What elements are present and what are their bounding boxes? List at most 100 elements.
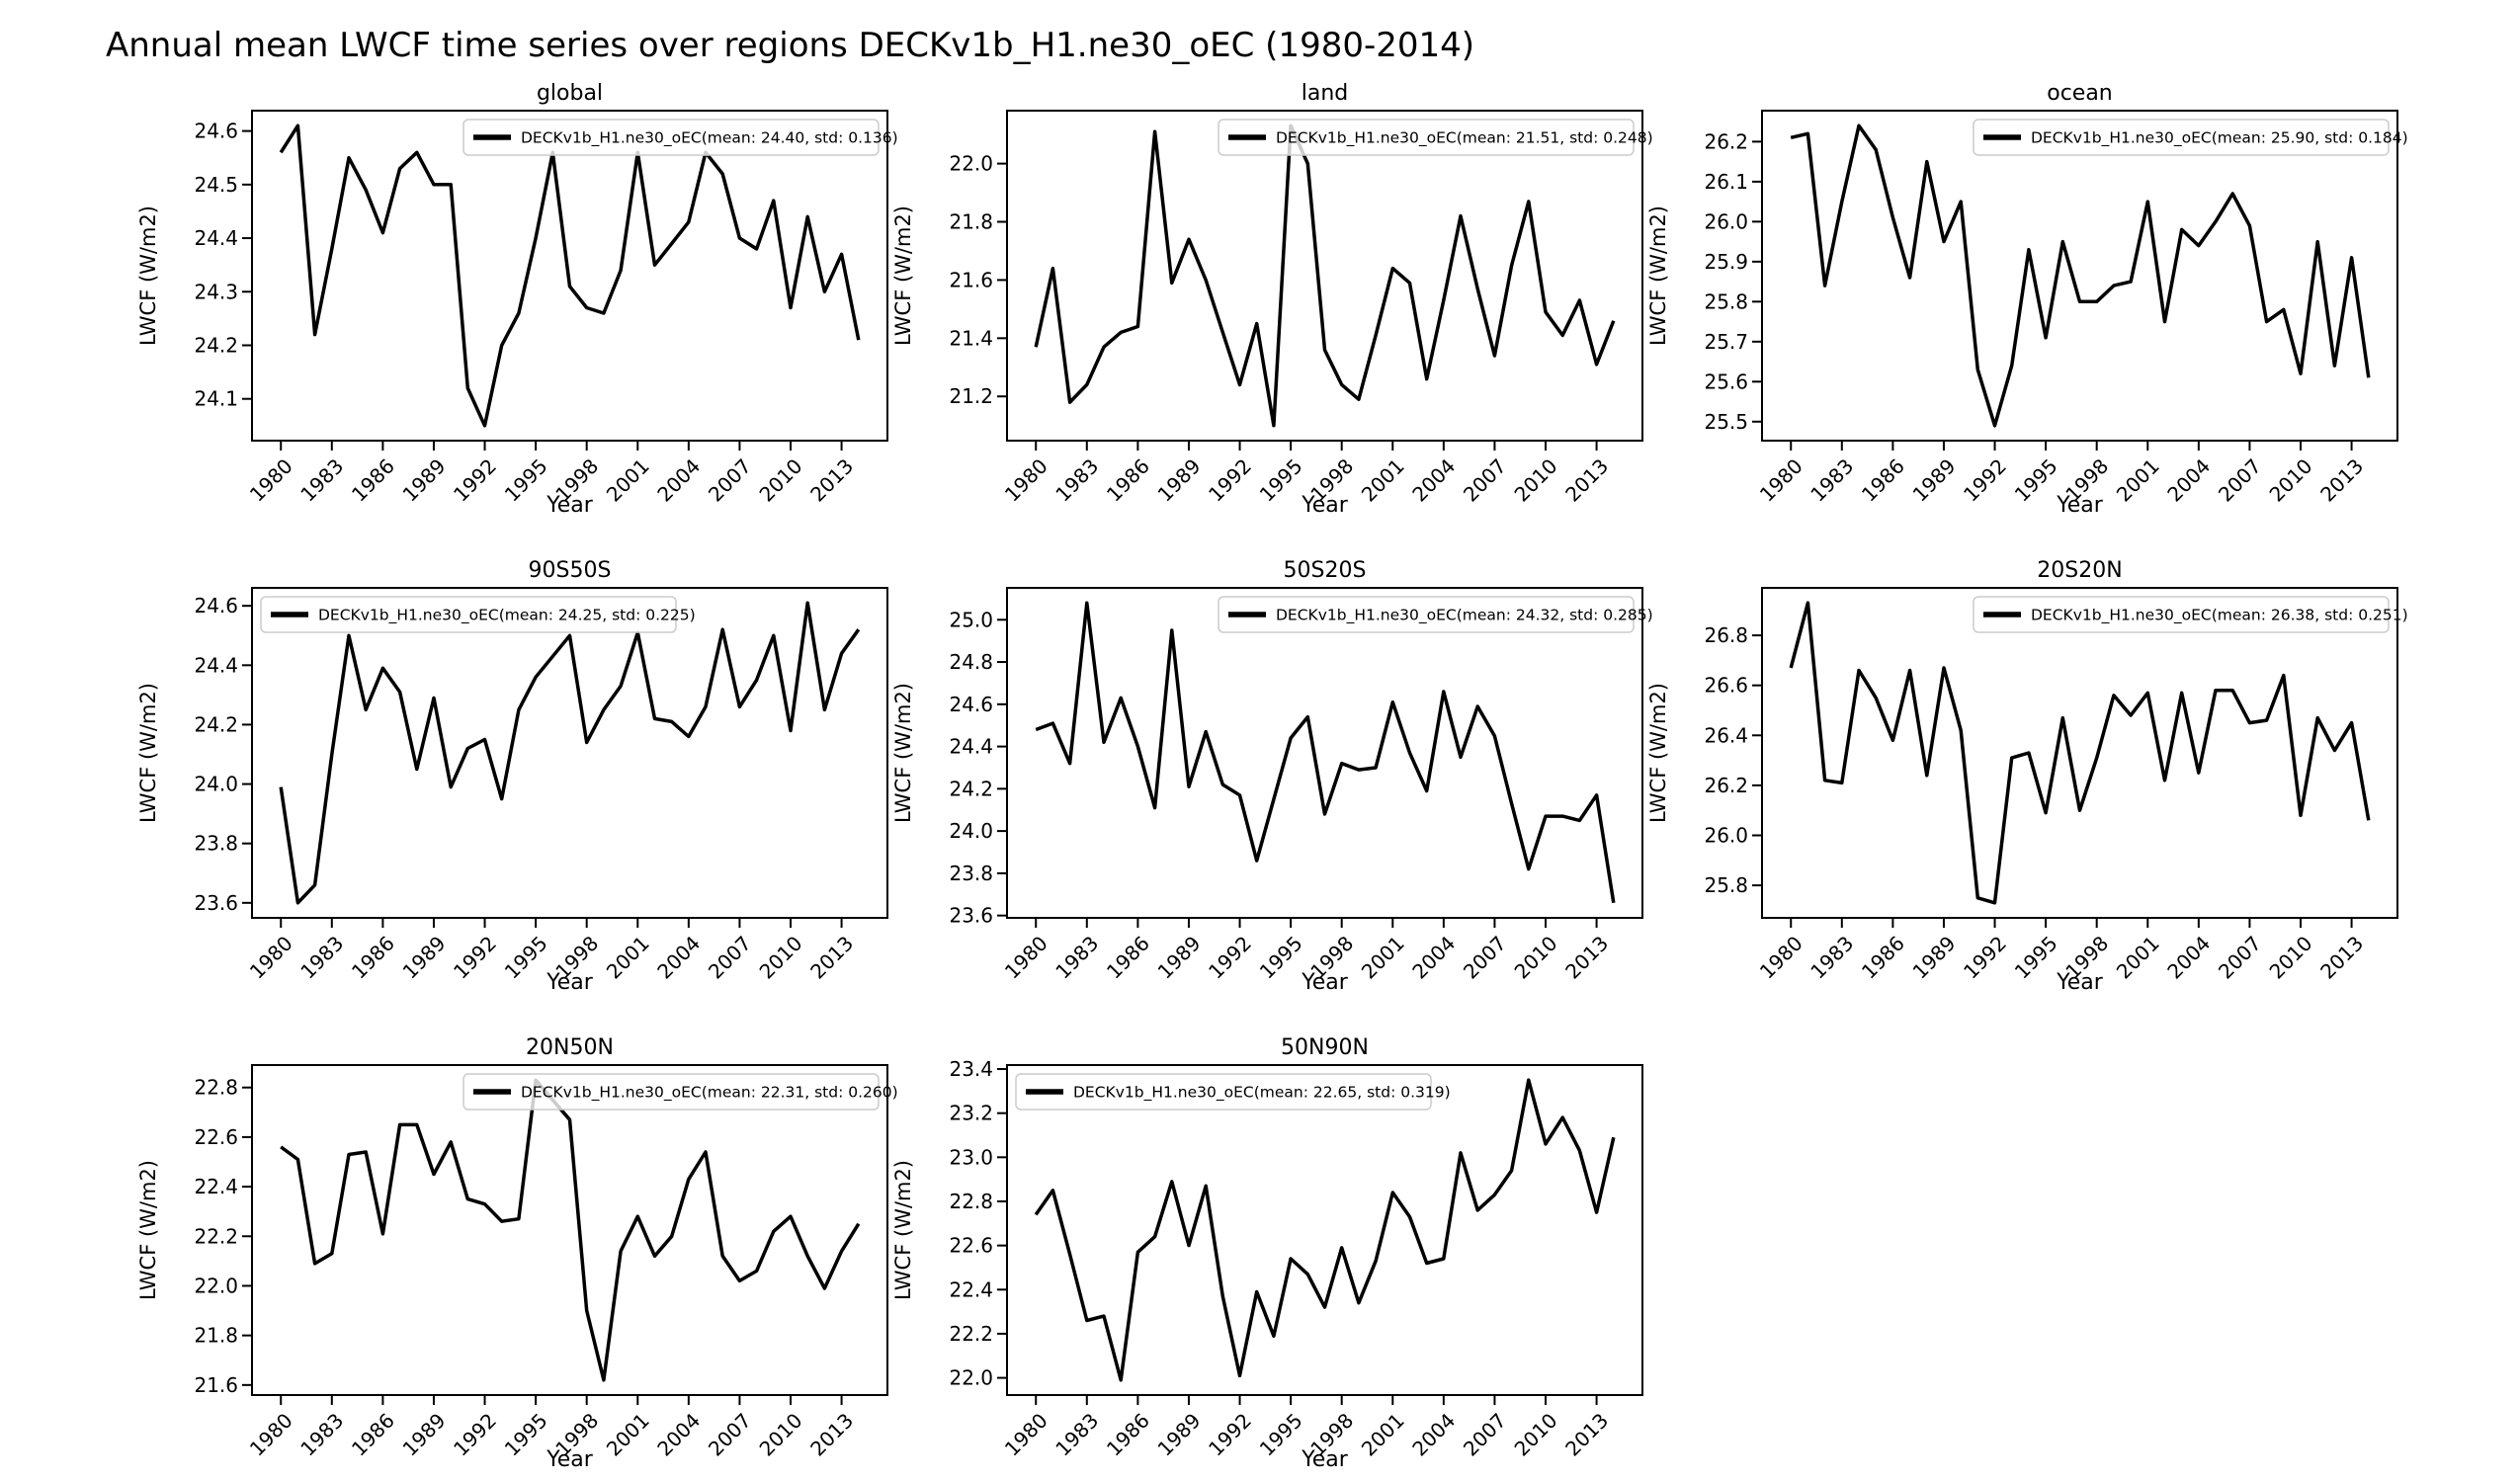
svg-text:24.6: 24.6 xyxy=(949,693,993,716)
svg-text:2007: 2007 xyxy=(2214,454,2266,507)
svg-text:26.6: 26.6 xyxy=(1704,674,1748,698)
y-axis-label: LWCF (W/m2) xyxy=(891,206,915,346)
svg-text:1980: 1980 xyxy=(245,932,297,984)
svg-text:21.2: 21.2 xyxy=(949,384,993,408)
svg-text:1989: 1989 xyxy=(398,932,451,984)
y-axis-label: LWCF (W/m2) xyxy=(136,206,160,346)
svg-text:22.6: 22.6 xyxy=(949,1234,993,1258)
svg-text:1995: 1995 xyxy=(500,1409,552,1461)
svg-text:2007: 2007 xyxy=(704,1409,756,1461)
svg-text:25.6: 25.6 xyxy=(1704,370,1748,393)
subplot-20S20N: 20S20N1980198319861989199219951998200120… xyxy=(1646,558,2408,995)
legend-label: DECKv1b_H1.ne30_oEC(mean: 24.40, std: 0.… xyxy=(521,129,898,148)
legend-box xyxy=(260,596,677,633)
y-axis-label: LWCF (W/m2) xyxy=(1646,683,1670,823)
svg-text:1992: 1992 xyxy=(449,454,501,507)
svg-text:1992: 1992 xyxy=(449,1409,501,1461)
svg-text:2004: 2004 xyxy=(652,1409,705,1461)
svg-text:24.2: 24.2 xyxy=(194,712,238,736)
svg-text:2004: 2004 xyxy=(1407,1409,1460,1461)
svg-text:1980: 1980 xyxy=(1755,932,1807,984)
svg-text:1989: 1989 xyxy=(398,1409,451,1461)
svg-text:2001: 2001 xyxy=(602,454,654,507)
svg-text:2004: 2004 xyxy=(652,454,705,507)
svg-text:21.8: 21.8 xyxy=(194,1324,238,1348)
svg-text:1986: 1986 xyxy=(347,454,399,507)
svg-text:1995: 1995 xyxy=(2010,454,2062,507)
series-line xyxy=(1035,601,1616,904)
svg-text:1995: 1995 xyxy=(1255,932,1307,984)
svg-text:1989: 1989 xyxy=(1153,454,1206,507)
legend: DECKv1b_H1.ne30_oEC(mean: 24.25, std: 0.… xyxy=(260,596,696,633)
svg-text:26.4: 26.4 xyxy=(1704,723,1748,747)
svg-text:22.2: 22.2 xyxy=(949,1322,993,1346)
svg-text:2010: 2010 xyxy=(1510,1409,1562,1461)
svg-text:2001: 2001 xyxy=(1357,932,1409,984)
svg-text:1992: 1992 xyxy=(449,932,501,984)
svg-text:2010: 2010 xyxy=(2265,932,2317,984)
legend-label: DECKv1b_H1.ne30_oEC(mean: 26.38, std: 0.… xyxy=(2031,607,2408,625)
svg-text:24.2: 24.2 xyxy=(194,333,238,357)
svg-text:1980: 1980 xyxy=(1000,1409,1052,1461)
svg-text:24.4: 24.4 xyxy=(949,735,993,759)
series-line xyxy=(1789,601,2371,905)
svg-text:2001: 2001 xyxy=(602,1409,654,1461)
svg-text:2001: 2001 xyxy=(602,932,654,984)
svg-text:23.8: 23.8 xyxy=(194,832,238,856)
axes-frame xyxy=(1761,587,2398,919)
svg-text:23.8: 23.8 xyxy=(949,862,993,885)
legend-box xyxy=(1973,596,2390,633)
svg-text:25.8: 25.8 xyxy=(1704,873,1748,897)
y-tick-labels: 25.5 25.6 25.7 25.8 25.9 26.0 26.1 26.2 xyxy=(1704,129,1762,434)
svg-text:1980: 1980 xyxy=(245,454,297,507)
series-line xyxy=(1790,124,2371,428)
svg-text:26.2: 26.2 xyxy=(1704,774,1748,797)
svg-text:25.0: 25.0 xyxy=(949,608,993,631)
svg-text:2010: 2010 xyxy=(755,454,807,507)
svg-text:2004: 2004 xyxy=(1407,932,1460,984)
svg-text:23.2: 23.2 xyxy=(949,1102,993,1125)
legend-box xyxy=(1015,1073,1432,1111)
svg-text:24.4: 24.4 xyxy=(194,653,238,677)
subplot-title: 50N90N xyxy=(1281,1035,1369,1060)
svg-text:2013: 2013 xyxy=(2315,932,2368,984)
svg-text:1983: 1983 xyxy=(1806,932,1858,984)
svg-text:21.6: 21.6 xyxy=(949,268,993,291)
svg-text:26.0: 26.0 xyxy=(1704,209,1748,233)
svg-text:2004: 2004 xyxy=(652,932,705,984)
svg-text:1995: 1995 xyxy=(1255,1409,1307,1461)
svg-text:1992: 1992 xyxy=(1204,454,1256,507)
svg-text:2010: 2010 xyxy=(1510,454,1562,507)
axes-frame xyxy=(1006,587,1643,919)
svg-text:1980: 1980 xyxy=(1000,454,1052,507)
subplot-90S50S: 90S50S1980198319861989199219951998200120… xyxy=(136,558,888,995)
legend-box xyxy=(1218,119,1635,156)
svg-text:2013: 2013 xyxy=(1560,932,1613,984)
svg-text:2004: 2004 xyxy=(2162,932,2215,984)
legend: DECKv1b_H1.ne30_oEC(mean: 21.51, std: 0.… xyxy=(1218,119,1653,156)
legend-label: DECKv1b_H1.ne30_oEC(mean: 24.32, std: 0.… xyxy=(1276,607,1653,625)
svg-text:25.7: 25.7 xyxy=(1704,330,1748,354)
svg-text:1989: 1989 xyxy=(1908,454,1961,507)
svg-text:2013: 2013 xyxy=(2315,454,2368,507)
legend-label: DECKv1b_H1.ne30_oEC(mean: 22.65, std: 0.… xyxy=(1073,1084,1451,1103)
svg-text:1986: 1986 xyxy=(1102,1409,1154,1461)
subplot-title: global xyxy=(537,81,603,106)
svg-text:1983: 1983 xyxy=(1806,454,1858,507)
svg-text:2001: 2001 xyxy=(1357,454,1409,507)
svg-text:1989: 1989 xyxy=(1153,932,1206,984)
legend-box xyxy=(462,119,880,156)
legend: DECKv1b_H1.ne30_oEC(mean: 26.38, std: 0.… xyxy=(1973,596,2408,633)
svg-text:1986: 1986 xyxy=(347,932,399,984)
svg-text:1983: 1983 xyxy=(295,1409,348,1461)
y-tick-labels: 23.6 23.8 24.0 24.2 24.4 24.6 xyxy=(194,594,252,915)
svg-text:1989: 1989 xyxy=(398,454,451,507)
svg-text:26.8: 26.8 xyxy=(1704,623,1748,647)
y-tick-labels: 24.1 24.2 24.3 24.4 24.5 24.6 xyxy=(194,120,252,411)
svg-text:2013: 2013 xyxy=(805,932,858,984)
svg-text:25.9: 25.9 xyxy=(1704,250,1748,274)
svg-text:1986: 1986 xyxy=(1102,932,1154,984)
svg-text:25.5: 25.5 xyxy=(1704,410,1748,434)
axes-frame xyxy=(251,110,888,442)
x-axis-label: Year xyxy=(2056,493,2104,518)
